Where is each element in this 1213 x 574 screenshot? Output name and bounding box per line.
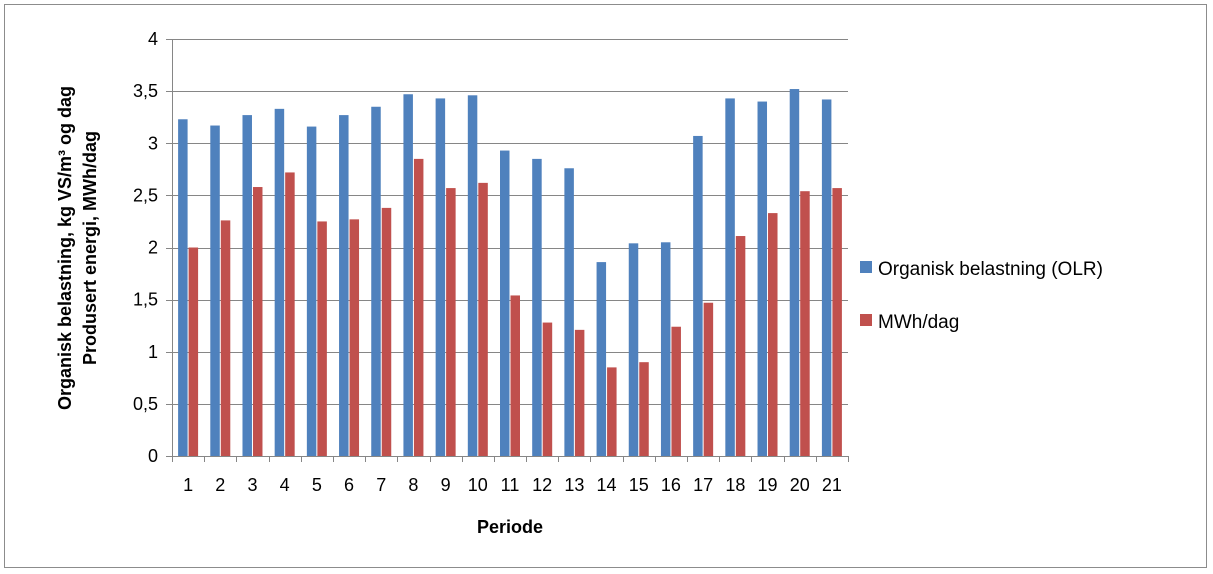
- gridlines: [172, 39, 848, 405]
- bar-olr: [532, 158, 542, 456]
- bar-olr: [821, 99, 832, 456]
- x-tick-label: 10: [468, 475, 488, 495]
- legend: Organisk belastning (OLR) MWh/dag: [860, 259, 1103, 333]
- bar-mwh: [510, 295, 520, 456]
- x-tick-label: 3: [247, 475, 257, 495]
- bars: [178, 89, 842, 457]
- x-tick-label: 20: [790, 475, 810, 495]
- x-tick-label: 15: [629, 475, 649, 495]
- bar-mwh: [800, 191, 810, 456]
- bar-olr: [789, 89, 800, 456]
- y-tick-label: 0: [148, 446, 158, 466]
- y-tick-label: 1: [148, 342, 158, 362]
- y-tick-label: 3,5: [133, 81, 158, 101]
- x-axis-title: Periode: [477, 517, 543, 537]
- bar-olr: [628, 243, 639, 456]
- bar-olr: [178, 119, 188, 457]
- x-tick-label: 19: [758, 475, 778, 495]
- y-tick-label: 2,5: [133, 185, 158, 205]
- y-tick-label: 4: [148, 29, 158, 49]
- bar-olr: [403, 94, 413, 456]
- x-tick-labels: 1 2 3 4 5 6 7 8 9 10 11 12 13 14 15 16 17 18 19 20 21: [183, 475, 842, 495]
- bar-olr: [725, 98, 735, 457]
- bar-mwh: [478, 182, 488, 456]
- bar-mwh: [639, 362, 649, 456]
- x-tick-label: 6: [344, 475, 354, 495]
- legend-label-mwh: MWh/dag: [878, 312, 959, 333]
- bar-mwh: [735, 236, 746, 456]
- x-tick-label: 16: [661, 475, 681, 495]
- bar-olr: [660, 242, 671, 456]
- bar-mwh: [220, 220, 231, 456]
- y-axis-title-line1: Organisk belastning, kg VS/m³ og dag: [55, 86, 75, 410]
- x-tick-label: 2: [215, 475, 225, 495]
- bar-mwh: [607, 367, 617, 456]
- axes: [166, 39, 849, 462]
- bar-olr: [435, 98, 446, 457]
- legend-swatch-mwh: [860, 314, 872, 326]
- x-tick-label: 21: [822, 475, 842, 495]
- y-tick-labels: 0 0,5 1 1,5 2 2,5 3 3,5 4: [133, 29, 158, 466]
- bar-olr: [274, 108, 285, 456]
- x-tick-label: 8: [408, 475, 418, 495]
- bar-mwh: [413, 158, 424, 456]
- bar-mwh: [542, 322, 553, 456]
- x-tick-label: 18: [725, 475, 745, 495]
- bar-olr: [596, 262, 607, 456]
- x-tick-label: 1: [183, 475, 193, 495]
- bar-olr: [757, 101, 768, 457]
- y-tick-label: 0,5: [133, 394, 158, 414]
- x-tick-label: 11: [501, 475, 520, 495]
- bar-mwh: [832, 188, 842, 456]
- bar-olr: [210, 125, 220, 456]
- bar-mwh: [768, 213, 778, 456]
- y-tick-label: 1,5: [133, 290, 158, 310]
- bar-olr: [467, 95, 478, 457]
- bar-mwh: [381, 207, 392, 456]
- x-tick-label: 17: [693, 475, 713, 495]
- bar-olr: [564, 168, 574, 456]
- y-tick-label: 2: [148, 238, 158, 258]
- bar-olr: [242, 115, 252, 456]
- bar-olr: [371, 106, 381, 456]
- bar-mwh: [252, 187, 263, 456]
- x-tick-label: 13: [564, 475, 584, 495]
- bar-mwh: [349, 219, 360, 456]
- legend-label-olr: Organisk belastning (OLR): [878, 259, 1103, 280]
- bar-olr: [339, 115, 349, 456]
- legend-swatch-olr: [860, 261, 872, 273]
- bar-mwh: [285, 172, 295, 456]
- bar-mwh: [574, 329, 585, 456]
- bar-mwh: [703, 302, 714, 456]
- y-tick-label: 3: [148, 133, 158, 153]
- bar-olr: [693, 135, 703, 456]
- x-tick-label: 7: [376, 475, 386, 495]
- x-tick-label: 12: [532, 475, 552, 495]
- x-tick-label: 14: [597, 475, 617, 495]
- bar-olr: [306, 126, 317, 456]
- x-tick-label: 5: [312, 475, 322, 495]
- bar-mwh: [446, 188, 456, 456]
- y-axis-title-line2: Produsert energi, MWh/dag: [80, 131, 100, 365]
- bar-mwh: [671, 326, 681, 456]
- bar-olr: [500, 150, 510, 457]
- bar-mwh: [188, 247, 199, 456]
- x-tick-label: 4: [280, 475, 290, 495]
- bar-mwh: [317, 221, 327, 456]
- x-tick-label: 9: [441, 475, 451, 495]
